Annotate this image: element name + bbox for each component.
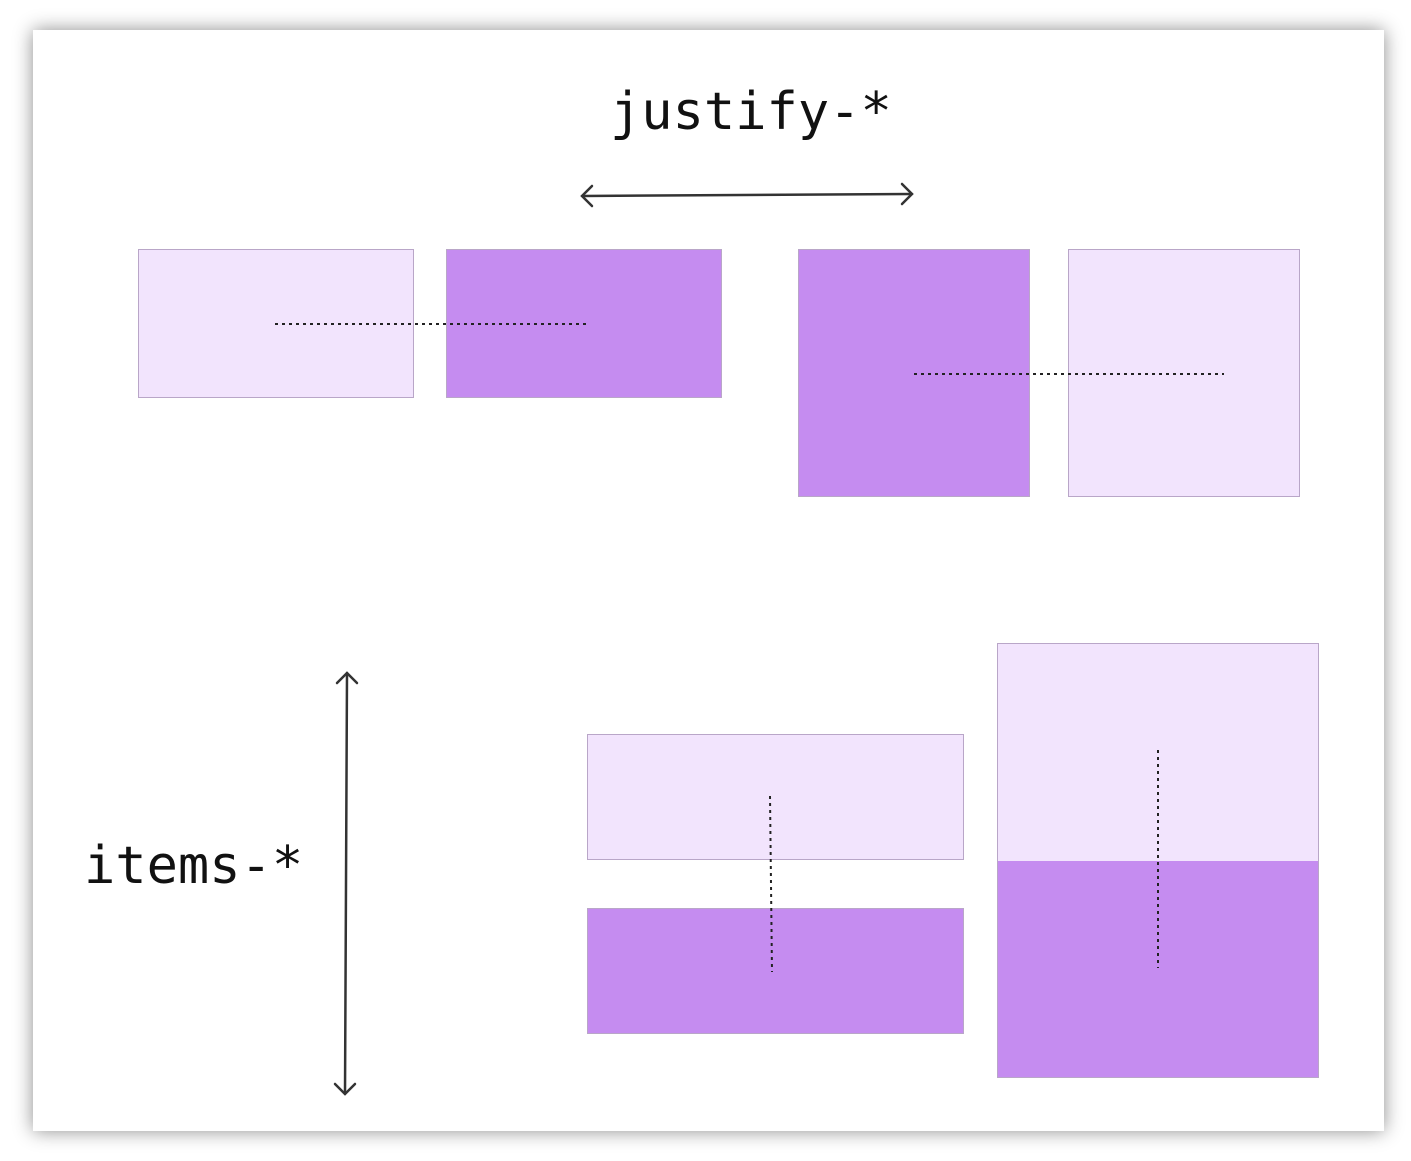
items-box-light-1 [587, 734, 964, 860]
double-headed-arrow-horizontal-icon [580, 182, 914, 208]
items-label: items-* [84, 836, 304, 896]
items-guide-line-1 [769, 795, 773, 973]
double-headed-arrow-vertical-icon [333, 671, 359, 1096]
items-box-dark-1 [587, 908, 964, 1034]
justify-label: justify-* [610, 82, 892, 142]
justify-box-light-2 [1068, 249, 1300, 497]
